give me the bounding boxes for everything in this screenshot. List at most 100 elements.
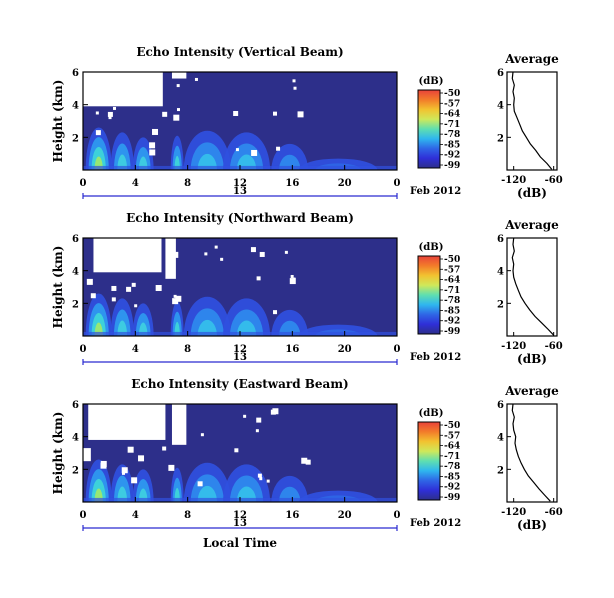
colorbar-tick-label: -57	[444, 265, 460, 275]
colorbar-tick-label: -78	[444, 130, 460, 140]
colorbar-tick-label: -57	[444, 431, 460, 441]
no-data-pixel	[95, 111, 99, 115]
average-profile-line	[511, 71, 553, 170]
average-x-unit: (dB)	[517, 352, 547, 366]
no-data-pixel	[111, 297, 116, 302]
no-data-pixel	[106, 94, 110, 98]
no-data-pixel	[162, 111, 168, 117]
average-y-tick-label: 2	[497, 465, 504, 476]
panel-2: Echo Intensity (Northward Beam) 6 4 2 Height…	[51, 211, 563, 366]
heatmap-plot	[83, 238, 397, 336]
no-data-pixel	[297, 111, 304, 118]
colorbar-tick-label: -99	[444, 327, 460, 337]
x-tick-label: 20	[338, 510, 352, 521]
panel-1: Echo Intensity (Vertical Beam) 6 4 2 Height …	[51, 45, 563, 200]
no-data-pixel	[255, 429, 259, 433]
average-y-tick-label: 2	[497, 299, 504, 310]
no-data-pixel	[305, 459, 311, 465]
colorbar-tick-label: -85	[444, 306, 460, 316]
average-frame	[506, 237, 558, 337]
colorbar-tick-label: -71	[444, 452, 460, 462]
no-data-pixel	[233, 110, 239, 116]
no-data-pixel	[220, 257, 224, 261]
no-data-pixel	[111, 285, 117, 291]
no-data-pixel	[103, 431, 108, 436]
no-data-pixel	[126, 286, 132, 292]
no-data-pixel	[106, 86, 113, 93]
x-tick-label: 12	[233, 178, 247, 189]
x-tick-label: 0	[80, 178, 87, 189]
no-data-pixel	[173, 114, 180, 121]
no-data-pixel	[100, 460, 107, 467]
day-label: 13	[233, 518, 247, 529]
colorbar-tick-label: -92	[444, 317, 460, 327]
no-data-pixel	[152, 128, 159, 135]
y-tick-label: 4	[72, 267, 79, 278]
no-data-pixel	[95, 130, 101, 136]
no-data-pixel	[122, 408, 129, 415]
no-data-pixel	[204, 252, 208, 256]
x-tick-label: 4	[132, 344, 139, 355]
no-data-region	[171, 72, 187, 79]
heatmap-plot	[83, 404, 397, 502]
x-tick-label: 8	[184, 178, 191, 189]
average-title: Average	[504, 218, 559, 232]
x-tick-label: 0	[80, 510, 87, 521]
y-tick-label: 4	[72, 433, 79, 444]
average-y-tick-label: 4	[497, 267, 504, 278]
no-data-pixel	[176, 84, 180, 88]
no-data-pixel	[149, 149, 156, 156]
no-data-pixel	[251, 149, 258, 156]
colorbar-tick-label: -50	[444, 89, 460, 99]
colorbar	[417, 421, 441, 501]
no-data-pixel	[273, 111, 278, 116]
colorbar-tick-label: -78	[444, 296, 460, 306]
average-y-tick-label: 2	[497, 133, 504, 144]
no-data-pixel	[266, 479, 270, 483]
no-data-pixel	[138, 259, 145, 266]
no-data-region	[165, 238, 176, 279]
heatmap-title: Echo Intensity (Vertical Beam)	[136, 45, 343, 59]
no-data-pixel	[292, 277, 296, 281]
y-tick-label: 2	[72, 133, 79, 144]
x-tick-label: 0	[394, 510, 401, 521]
x-tick-label: 8	[184, 510, 191, 521]
x-tick-label: 0	[394, 178, 401, 189]
y-tick-label: 4	[72, 101, 79, 112]
day-label: 13	[233, 186, 247, 197]
no-data-pixel	[276, 146, 281, 151]
colorbar-tick-label: -99	[444, 493, 460, 503]
colorbar-unit: (dB)	[419, 242, 444, 253]
colorbar-tick-label: -50	[444, 421, 460, 431]
average-y-tick-label: 6	[497, 234, 504, 245]
no-data-pixel	[90, 293, 96, 299]
no-data-pixel	[108, 116, 112, 120]
x-tick-label: 0	[394, 344, 401, 355]
x-tick-label: 16	[285, 344, 299, 355]
colorbar-unit: (dB)	[419, 76, 444, 87]
average-y-tick-label: 4	[497, 433, 504, 444]
no-data-pixel	[112, 106, 116, 110]
heatmap-title: Echo Intensity (Eastward Beam)	[131, 377, 348, 391]
no-data-pixel	[200, 433, 204, 437]
x-tick-label: 12	[233, 510, 247, 521]
average-x-tick-label: -60	[545, 175, 563, 186]
no-data-pixel	[257, 473, 262, 478]
average-x-tick-label: -120	[501, 175, 526, 186]
no-data-pixel	[121, 471, 125, 475]
no-data-pixel	[301, 457, 308, 464]
no-data-pixel	[234, 448, 239, 453]
average-title: Average	[504, 52, 559, 66]
y-tick-label: 2	[72, 465, 79, 476]
x-tick-label: 8	[184, 344, 191, 355]
average-profile-line	[511, 237, 555, 336]
no-data-pixel	[131, 477, 138, 484]
average-x-unit: (dB)	[517, 186, 547, 200]
no-data-pixel	[153, 90, 159, 96]
no-data-pixel	[256, 417, 262, 423]
no-data-pixel	[284, 250, 288, 254]
no-data-pixel	[173, 294, 177, 298]
x-tick-label: 4	[132, 178, 139, 189]
no-data-pixel	[111, 408, 118, 415]
colorbar-tick-label: -64	[444, 276, 460, 286]
